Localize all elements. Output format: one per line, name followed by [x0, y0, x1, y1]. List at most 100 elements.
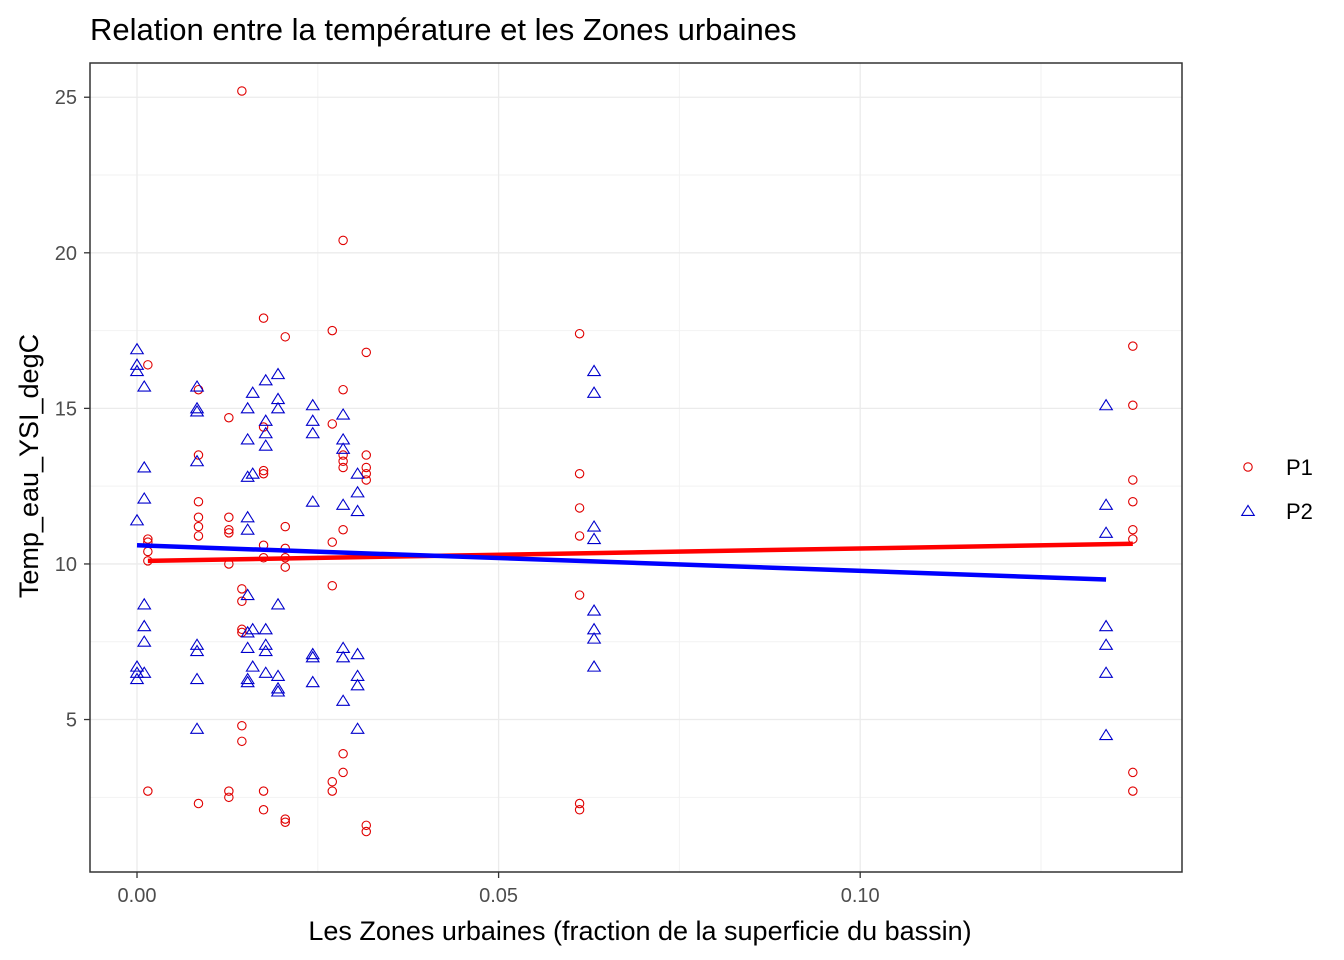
data-point-p1	[1128, 341, 1138, 351]
data-point-p2	[1098, 666, 1114, 678]
data-point-p2	[245, 659, 260, 672]
data-point-p1	[193, 496, 204, 507]
y-tick-label: 25	[55, 87, 77, 109]
data-point-p2	[240, 510, 255, 523]
plot-panel-border	[89, 62, 1183, 873]
fit-line-p2	[136, 543, 1107, 582]
data-point-p1	[327, 325, 338, 336]
data-point-p2	[240, 641, 255, 653]
data-point-p1	[327, 537, 338, 547]
major-gridlines	[90, 63, 1182, 872]
data-point-p1	[1128, 524, 1138, 535]
y-axis: 5 10 15 20 25	[55, 87, 90, 732]
data-point-p2	[305, 414, 321, 426]
data-point-p1	[1128, 786, 1138, 796]
data-point-p2	[270, 367, 286, 380]
data-point-p2	[129, 672, 145, 685]
data-point-p2	[305, 495, 321, 507]
data-point-p1	[338, 456, 348, 467]
data-point-p2	[189, 644, 205, 657]
data-point-p2	[258, 644, 273, 657]
data-point-p2	[305, 426, 321, 439]
data-point-p2	[240, 675, 255, 688]
data-point-p2	[129, 666, 145, 678]
data-point-p2	[586, 659, 602, 672]
data-point-p2	[189, 672, 205, 685]
data-point-p2	[350, 678, 365, 691]
data-point-p2	[129, 364, 145, 377]
data-point-p1	[574, 468, 585, 479]
data-point-p1	[1128, 534, 1138, 544]
data-point-p2	[189, 722, 205, 734]
fit-line-p1	[147, 541, 1133, 564]
data-point-p2	[335, 650, 351, 663]
data-point-p2	[136, 635, 152, 647]
data-point-p1	[237, 736, 247, 747]
data-point-p1	[224, 792, 234, 803]
data-point-p2	[305, 675, 321, 688]
data-point-p1	[258, 468, 269, 479]
regression-lines	[136, 541, 1133, 582]
data-point-p2	[270, 684, 286, 697]
y-tick-label: 20	[55, 243, 77, 265]
data-point-p2	[258, 373, 273, 386]
data-point-p2	[189, 454, 205, 467]
legend-key-p1	[1243, 462, 1253, 472]
data-point-p2	[258, 439, 273, 451]
y-tick-label: 15	[55, 398, 77, 420]
data-point-p2	[350, 485, 365, 498]
data-point-p1	[280, 817, 291, 827]
data-point-p2	[350, 647, 365, 660]
data-point-p2	[129, 659, 145, 672]
y-tick-label: 5	[66, 710, 77, 732]
data-point-p2	[258, 666, 273, 678]
x-tick-label: 0.00	[118, 885, 157, 907]
data-point-p1	[193, 521, 204, 532]
data-point-p2	[586, 532, 602, 545]
data-point-p2	[335, 407, 351, 420]
data-point-p2	[1098, 728, 1114, 741]
data-point-p2	[305, 398, 321, 411]
data-point-p2	[136, 460, 152, 473]
data-point-p1	[338, 524, 348, 535]
data-point-p2	[240, 672, 255, 685]
data-point-p1	[258, 313, 269, 323]
data-point-p1	[143, 786, 153, 796]
data-point-p1	[338, 767, 348, 778]
data-point-p1	[574, 798, 585, 809]
series-p2	[129, 342, 1114, 741]
data-point-p2	[245, 622, 260, 635]
data-point-p1	[280, 562, 291, 572]
data-point-p1	[237, 584, 247, 594]
legend: P1 P2	[1240, 455, 1313, 524]
data-point-p2	[240, 625, 255, 638]
data-point-p2	[586, 364, 602, 377]
data-point-p2	[136, 379, 152, 392]
data-point-p2	[258, 622, 273, 635]
y-tick-label: 10	[55, 554, 77, 576]
data-point-p2	[129, 358, 145, 370]
data-point-p2	[305, 650, 321, 663]
data-point-p1	[574, 328, 585, 339]
data-point-p1	[193, 798, 204, 809]
data-point-p1	[327, 777, 338, 787]
legend-label-p2: P2	[1286, 499, 1313, 524]
data-point-p1	[224, 786, 234, 796]
data-point-p2	[270, 681, 286, 694]
data-point-p1	[143, 360, 153, 370]
data-point-p2	[189, 404, 205, 417]
data-point-p1	[193, 531, 204, 541]
plot-panel	[90, 63, 1182, 872]
data-point-p2	[240, 470, 255, 482]
data-point-p2	[240, 523, 255, 535]
data-point-p2	[335, 498, 351, 510]
data-point-p2	[1098, 498, 1114, 510]
data-point-p1	[361, 475, 372, 485]
data-point-p1	[1128, 496, 1138, 507]
data-point-p1	[224, 412, 234, 423]
data-point-p2	[240, 588, 255, 601]
data-point-p1	[361, 462, 372, 473]
data-point-p2	[136, 666, 152, 678]
data-point-p1	[361, 820, 372, 831]
data-point-p1	[327, 580, 338, 591]
